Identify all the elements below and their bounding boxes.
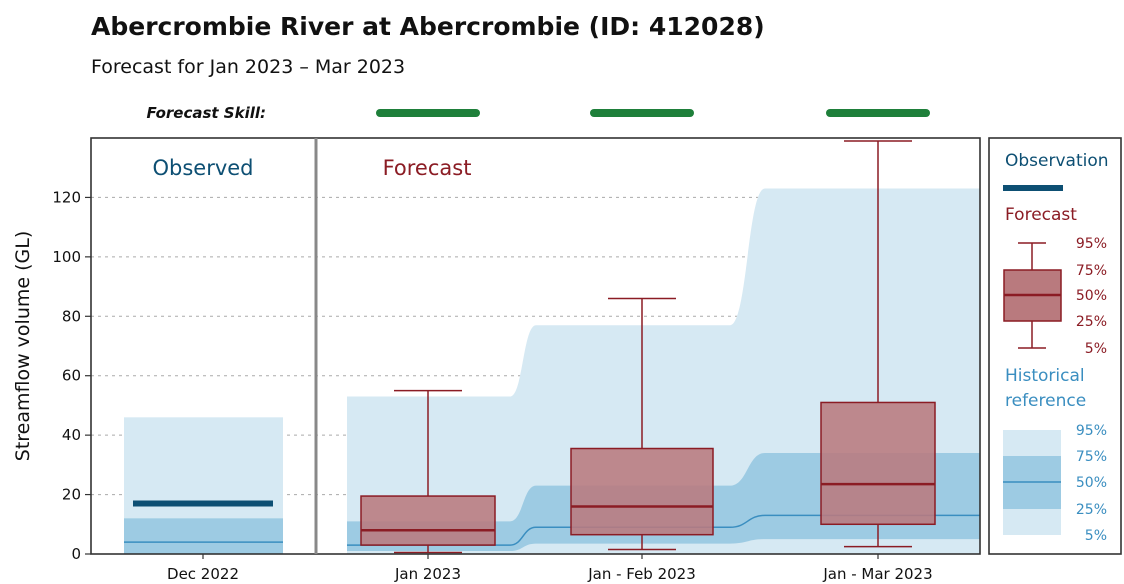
forecast-box-jan-2023 <box>360 389 496 554</box>
legend-forecast-label: Forecast <box>1005 205 1077 225</box>
chart-title: Abercrombie River at Abercrombie (ID: 41… <box>91 12 765 41</box>
y-tick-label-80: 80 <box>62 307 81 325</box>
legend: Observation Forecast 95% 75% 50% 25% 5% Hist… <box>988 137 1122 555</box>
plot-area <box>91 140 980 554</box>
forecast-boxes <box>360 140 936 554</box>
legend-forecast-box <box>1003 242 1062 349</box>
legend-observation-label: Observation <box>1005 151 1109 171</box>
y-tick-label-100: 100 <box>52 248 81 266</box>
y-tick-label-120: 120 <box>52 188 81 206</box>
legend-forecast-percentiles: 95% 75% 50% 25% 5% <box>1076 236 1107 357</box>
x-tick-label-jan-2023: Jan 2023 <box>394 565 461 583</box>
box-iqr-jan-2023 <box>360 495 496 546</box>
box-iqr-jan-feb-2023 <box>570 447 714 536</box>
observed-panel-label: Observed <box>152 156 253 180</box>
legend-forecast-pct-50: 50% <box>1076 288 1107 304</box>
legend-historical-pct-95: 95% <box>1076 423 1107 439</box>
legend-historical-swatch <box>1003 430 1061 535</box>
legend-historical-label-line2: reference <box>1005 391 1086 411</box>
legend-forecast-pct-5: 5% <box>1085 341 1107 357</box>
legend-historical-pct-50: 50% <box>1076 475 1107 491</box>
legend-historical-pct-25: 25% <box>1076 502 1107 518</box>
chart-subtitle: Forecast for Jan 2023 – Mar 2023 <box>91 56 405 78</box>
y-tick-label-20: 20 <box>62 486 81 504</box>
legend-forecast-pct-95: 95% <box>1076 236 1107 252</box>
legend-historical-pct-75: 75% <box>1076 449 1107 465</box>
y-tick-label-40: 40 <box>62 426 81 444</box>
legend-forecast-pct-25: 25% <box>1076 314 1107 330</box>
forecast-panel-label: Forecast <box>383 156 472 180</box>
x-tick-label-jan-mar-2023: Jan - Mar 2023 <box>822 565 932 583</box>
y-axis-label: Streamflow volume (GL) <box>12 231 34 461</box>
x-tick-label-jan-feb-2023: Jan - Feb 2023 <box>587 565 696 583</box>
plot-border <box>90 137 981 555</box>
legend-forecast-pct-75: 75% <box>1076 263 1107 279</box>
legend-historical-pct-5: 5% <box>1085 528 1107 544</box>
y-axis: 0 20 40 60 80 100 120 <box>52 188 91 563</box>
forecast-box-jan-mar-2023 <box>820 140 936 548</box>
legend-historical-label-line1: Historical <box>1005 366 1085 386</box>
x-tick-label-dec-2022: Dec 2022 <box>167 565 239 583</box>
observed-hist-band-inner <box>124 518 283 554</box>
y-tick-label-0: 0 <box>71 545 81 563</box>
forecast-box-jan-feb-2023 <box>570 297 714 551</box>
legend-historical-percentiles: 95% 75% 50% 25% 5% <box>1076 423 1107 544</box>
x-axis: Dec 2022 Jan 2023 Jan - Feb 2023 Jan - Mar … <box>167 554 933 583</box>
box-iqr-jan-mar-2023 <box>820 401 936 526</box>
y-tick-label-60: 60 <box>62 367 81 385</box>
forecast-skill-label: Forecast Skill: <box>147 104 267 122</box>
